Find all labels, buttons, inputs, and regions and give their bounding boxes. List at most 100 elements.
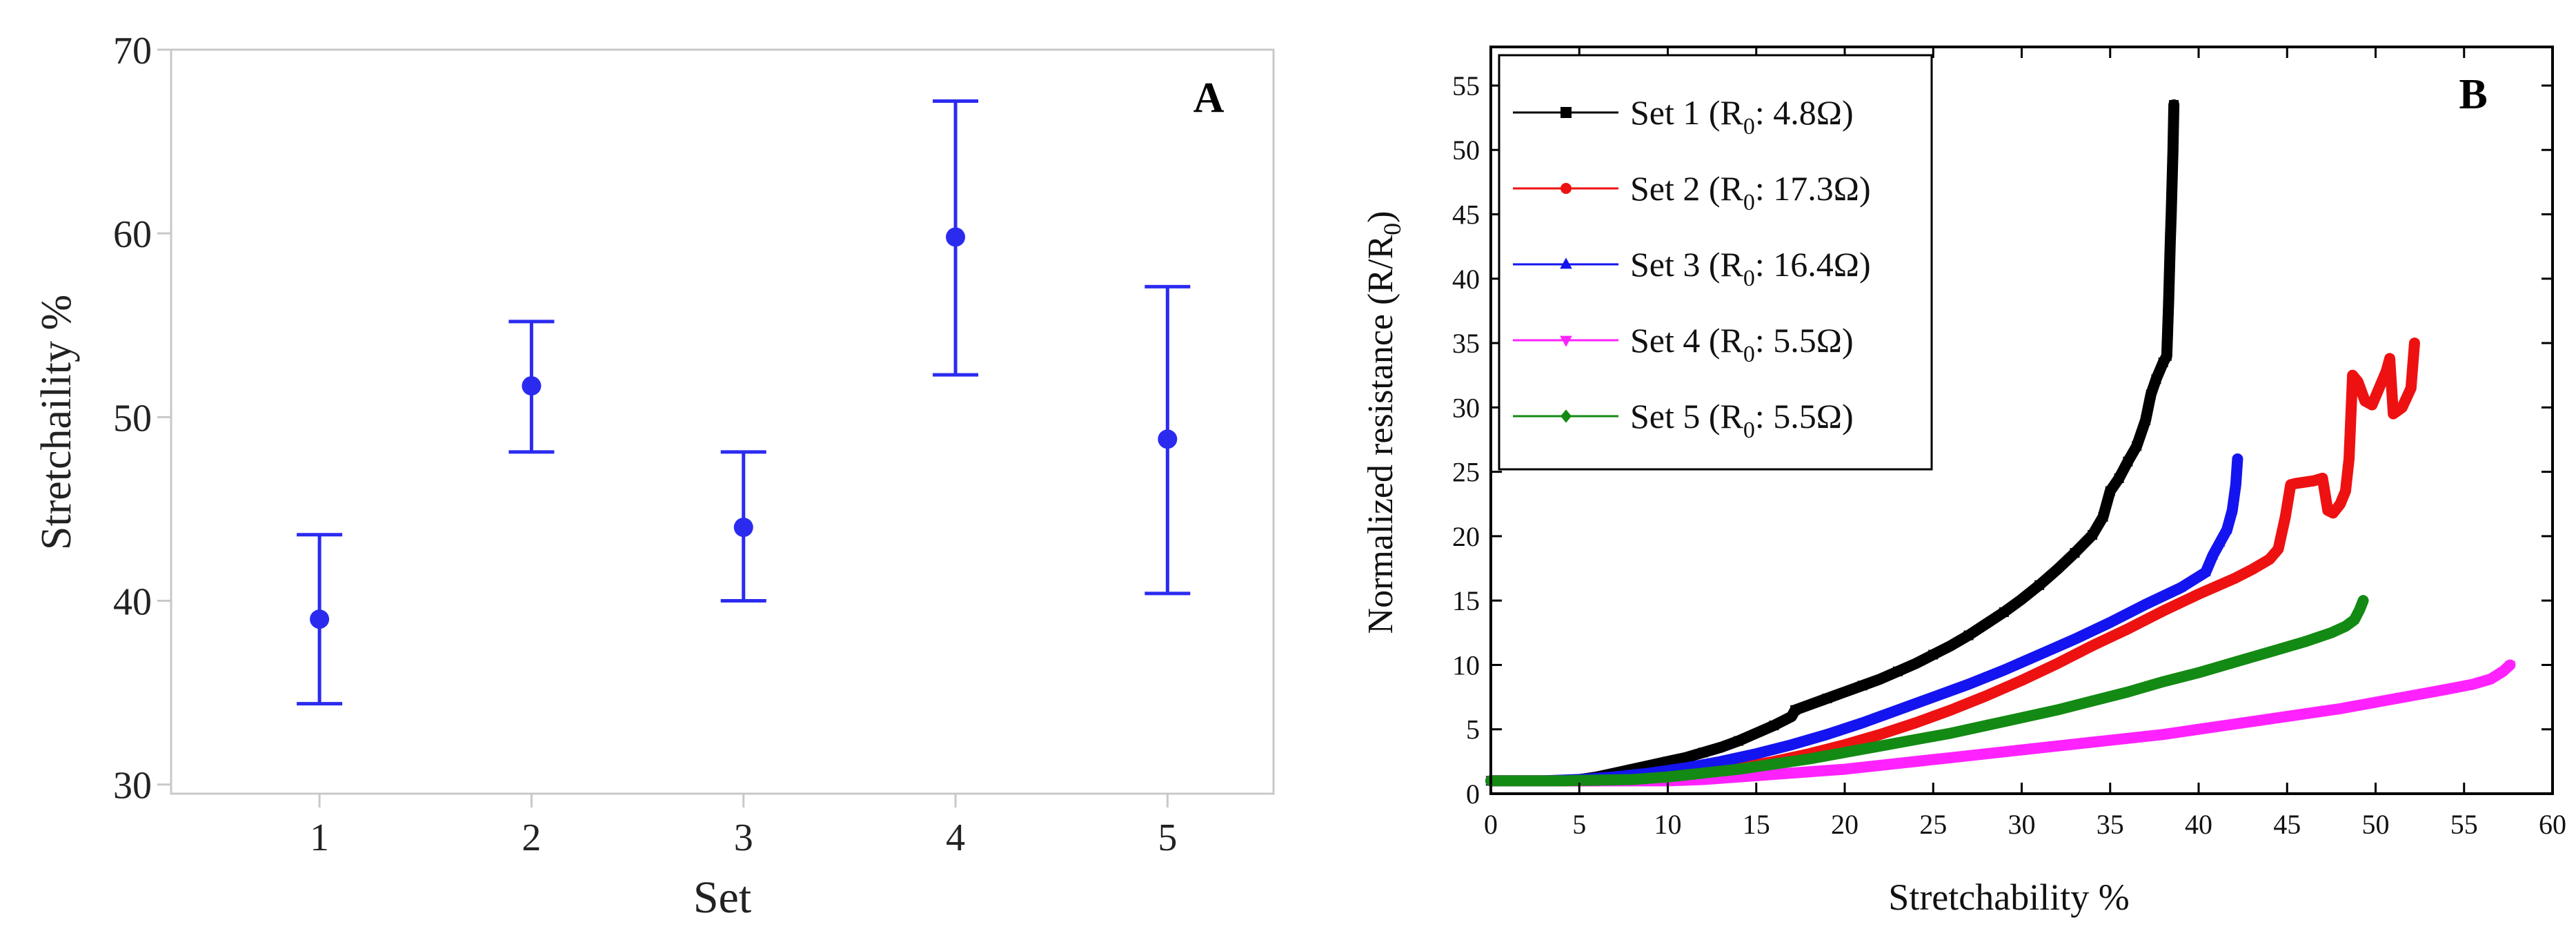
y-tick-label: 55: [1452, 70, 1480, 101]
data-point: [2194, 667, 2203, 679]
data-point: [1627, 774, 1638, 785]
data-point: [2221, 524, 2232, 534]
data-point: [2504, 660, 2516, 671]
x-tick-label: 25: [1919, 809, 1947, 840]
data-point: [2406, 692, 2417, 702]
data-point: [1733, 773, 1744, 783]
y-tick-label: 30: [113, 765, 152, 807]
legend-item-set-2: Set 2 (R0: 17.3Ω): [1513, 169, 1871, 215]
x-tick-label: 5: [1158, 816, 1177, 859]
y-tick-label: 70: [113, 30, 152, 72]
panel-a-x-axis: 1 2 3 4 5: [310, 794, 1177, 859]
legend-label: Set 2 (R0: 17.3Ω): [1630, 169, 1871, 215]
data-point: [2151, 374, 2161, 384]
data-point: [2230, 478, 2241, 489]
data-point: [1999, 607, 2009, 617]
data-point: [2123, 456, 2133, 467]
data-point: [2168, 145, 2178, 155]
data-point: [2140, 598, 2151, 609]
y-tick-label: 15: [1452, 585, 1480, 616]
legend-label: Set 4 (R0: 5.5Ω): [1630, 321, 1854, 367]
data-point: [2348, 370, 2358, 380]
data-point: [2367, 400, 2377, 410]
y-tick-label: 40: [1452, 264, 1480, 295]
data-point: [2340, 620, 2350, 632]
panel-b-x-label: Stretchability %: [1888, 877, 2129, 918]
mean-point: [733, 518, 753, 538]
y-tick-label: 50: [113, 397, 152, 440]
legend-label: Set 5 (R0: 5.5Ω): [1630, 397, 1854, 443]
data-point: [2132, 441, 2142, 451]
data-point: [1698, 747, 1708, 758]
data-point: [1892, 666, 1903, 676]
data-point: [1857, 680, 1867, 691]
data-point: [2158, 606, 2168, 616]
data-point: [1910, 734, 1921, 746]
data-point: [2098, 511, 2108, 522]
x-tick-label: 1: [310, 816, 329, 859]
series-line: [1485, 453, 2243, 787]
series-set-1: [1485, 99, 2180, 787]
data-point: [2175, 582, 2187, 592]
data-point: [2388, 409, 2399, 419]
data-point: [2355, 603, 2365, 616]
data-point: [2207, 549, 2219, 560]
data-point: [2385, 353, 2395, 364]
data-point: [2105, 486, 2115, 496]
data-point: [1945, 754, 1956, 764]
data-point: [2161, 351, 2172, 361]
mean-point: [1158, 429, 1178, 449]
data-point: [2317, 473, 2328, 483]
data-point: [2299, 709, 2310, 720]
panel-a-label: A: [1193, 75, 1225, 121]
legend-item-set-5: Set 5 (R0: 5.5Ω): [1513, 397, 1854, 443]
panel-b: 0 5 10 15 20 25 30 35 40 45 50 55 0 5 10 15 20 25 30 35 40 4…: [1361, 46, 2566, 918]
panel-b-y-label: Normalized resistance (R/R0): [1361, 211, 1406, 634]
data-point: [2381, 366, 2391, 377]
data-point: [2052, 704, 2062, 716]
data-point: [2169, 99, 2179, 110]
y-tick-label: 35: [1452, 328, 1480, 359]
data-point: [2406, 383, 2416, 393]
data-point: [2227, 505, 2238, 515]
data-point: [2087, 738, 2098, 748]
mean-point: [310, 609, 330, 629]
legend-item-set-4: Set 4 (R0: 5.5Ω): [1513, 321, 1854, 367]
y-tick-label: 20: [1452, 521, 1480, 552]
series-line: [1485, 595, 2369, 787]
data-point: [1928, 691, 1939, 701]
data-point: [1715, 755, 1727, 765]
x-tick-label: 60: [2539, 809, 2566, 840]
data-point: [2485, 675, 2496, 685]
panel-b-data: [1485, 99, 2516, 787]
x-tick-label: 10: [1654, 809, 1682, 840]
data-point: [1698, 767, 1708, 779]
panel-b-y-axis: 0 5 10 15 20 25 30 35 40 45 50 55: [1452, 70, 2553, 810]
data-point: [1963, 630, 1974, 640]
data-point: [2069, 633, 2081, 643]
data-point: [1769, 758, 1779, 770]
error-bar-set-4: [933, 99, 979, 377]
data-point: [1928, 649, 1939, 660]
data-point: [2344, 453, 2355, 464]
y-tick-label: 5: [1466, 714, 1480, 745]
data-point: [1856, 716, 1868, 727]
panel-a-data: [297, 99, 1191, 706]
data-point: [1663, 756, 1673, 767]
panel-b-label: B: [2459, 71, 2487, 118]
data-point: [1769, 721, 1779, 731]
legend-marker: [1561, 183, 1572, 194]
data-point: [2308, 476, 2319, 486]
x-tick-label: 0: [1484, 809, 1498, 840]
data-point: [2370, 698, 2381, 708]
panel-a-frame: [170, 48, 1275, 795]
mean-point: [522, 376, 542, 396]
y-tick-label: 40: [113, 581, 152, 624]
data-point: [1874, 761, 1885, 772]
data-point: [1786, 738, 1797, 749]
y-tick-label: 30: [1452, 392, 1480, 423]
data-point: [2016, 745, 2028, 756]
data-point: [1945, 705, 1956, 715]
data-point: [2340, 486, 2350, 496]
legend-label: Set 1 (R0: 4.8Ω): [1630, 93, 1854, 139]
